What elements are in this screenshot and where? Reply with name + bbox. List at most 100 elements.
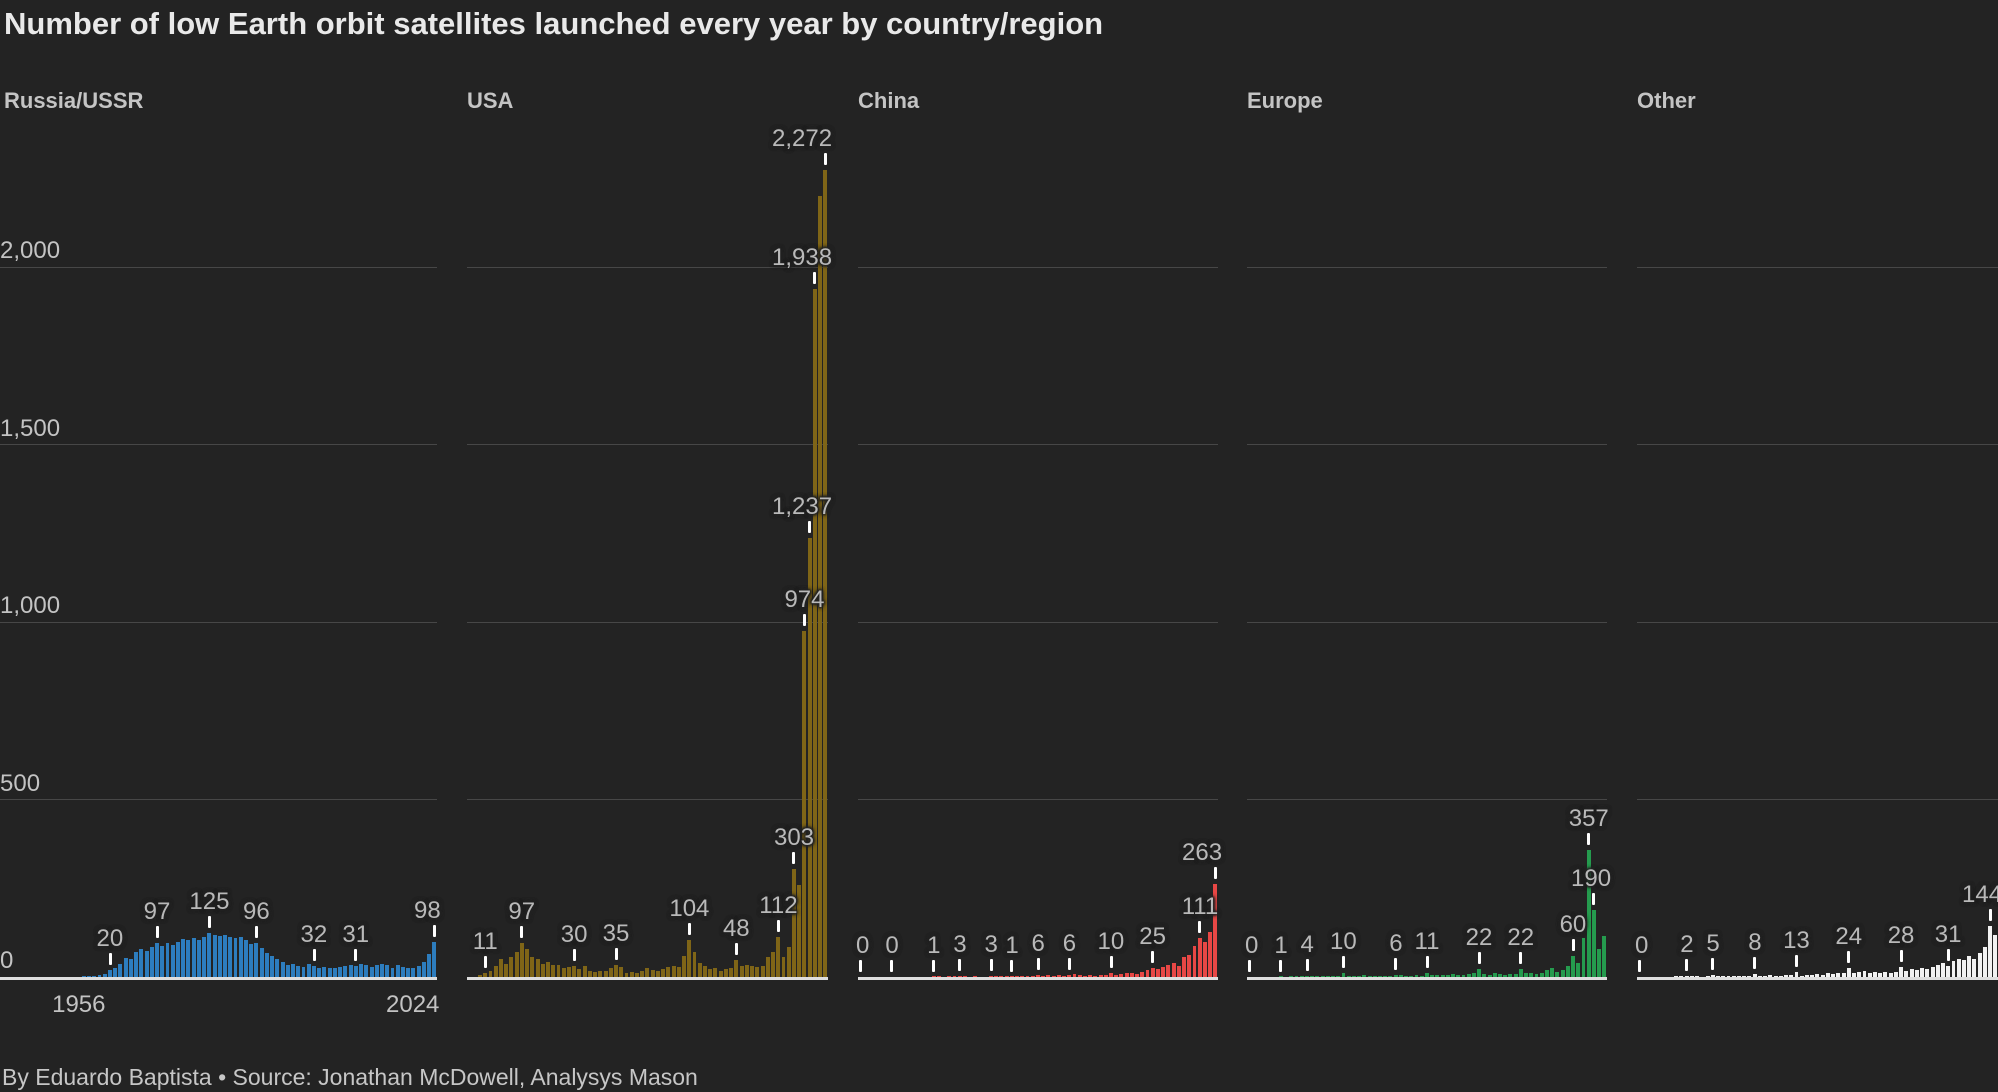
annotation-tick — [312, 948, 316, 961]
annotation-label: 1 — [1274, 931, 1288, 959]
annotation-label: 6 — [1389, 929, 1403, 957]
bar-china-1984 — [1004, 975, 1009, 977]
bar-europe-2023 — [1597, 948, 1602, 977]
gridline-2000 — [0, 266, 437, 268]
bar-other-1979 — [1757, 976, 1762, 977]
bar-russia-ussr-1972 — [160, 945, 165, 977]
annotation-tick — [1592, 892, 1596, 905]
bar-other-1964 — [1679, 976, 1684, 977]
bar-europe-2003 — [1492, 973, 1497, 977]
bar-other-2002 — [1878, 973, 1883, 977]
bar-usa-2002 — [708, 969, 713, 977]
bar-russia-ussr-1998 — [296, 965, 301, 977]
bar-other-1965 — [1684, 976, 1689, 977]
annotation-label: 11 — [1414, 928, 1440, 956]
bar-russia-ussr-1957 — [81, 976, 86, 977]
bar-other-2017 — [1956, 958, 1961, 977]
annotation-label: 96 — [243, 897, 270, 925]
annotation-tick — [1425, 956, 1429, 969]
bar-china-2004 — [1109, 973, 1113, 977]
bar-other-2013 — [1935, 964, 1940, 977]
bar-usa-2007 — [734, 959, 739, 977]
annotation-tick — [432, 925, 436, 938]
bar-europe-1986 — [1404, 975, 1409, 977]
bar-russia-ussr-1959 — [92, 976, 97, 977]
bar-usa-2015 — [776, 937, 781, 977]
bar-china-2010 — [1140, 971, 1145, 977]
annotation-label: 104 — [669, 895, 710, 923]
bar-china-2016 — [1171, 962, 1176, 977]
bar-europe-2016 — [1560, 969, 1565, 977]
bar-usa-1974 — [561, 967, 566, 977]
x-axis-label-2024: 2024 — [386, 991, 440, 1018]
bar-other-1970 — [1710, 975, 1715, 977]
bar-other-2008 — [1909, 969, 1914, 977]
bar-europe-1969 — [1315, 976, 1320, 977]
annotation-label: 125 — [189, 887, 230, 915]
x-axis-label-1956: 1956 — [52, 991, 106, 1018]
bar-other-2019 — [1967, 956, 1972, 977]
bar-europe-2022 — [1591, 909, 1596, 977]
gridline-2000 — [1247, 266, 1607, 268]
bar-russia-ussr-1997 — [291, 963, 296, 977]
annotation-tick — [1685, 959, 1689, 972]
annotation-label: 32 — [300, 920, 328, 948]
bar-europe-1972 — [1331, 976, 1335, 977]
bar-russia-ussr-1987 — [238, 937, 243, 977]
bar-usa-1959 — [483, 973, 488, 977]
gridline-500 — [467, 799, 828, 800]
bar-europe-1988 — [1414, 975, 1419, 977]
bar-china-1987 — [1020, 976, 1025, 977]
annotation-tick — [1109, 956, 1113, 969]
bar-europe-1991 — [1430, 974, 1435, 977]
bar-russia-ussr-1970 — [149, 947, 154, 977]
panel-title-russia-ussr: Russia/USSR — [4, 88, 144, 113]
gridline-1500 — [858, 444, 1218, 445]
bar-usa-1965 — [514, 952, 519, 977]
annotation-tick — [958, 958, 962, 971]
bar-russia-ussr-1984 — [223, 934, 227, 977]
annotation-tick — [1477, 952, 1481, 965]
annotation-tick — [989, 958, 993, 971]
annotation-label: 2,272 — [772, 125, 833, 153]
bar-other-2018 — [1961, 959, 1966, 977]
annotation-tick — [734, 942, 738, 955]
bar-china-2008 — [1129, 972, 1134, 977]
bar-usa-1973 — [556, 964, 561, 977]
bar-russia-ussr-1992 — [264, 952, 269, 977]
bar-russia-ussr-2002 — [317, 967, 322, 977]
bar-china-2003 — [1103, 974, 1108, 977]
bar-usa-1987 — [629, 972, 634, 977]
bar-china-1974 — [952, 976, 957, 977]
bar-other-2016 — [1951, 961, 1956, 977]
bar-other-1969 — [1705, 976, 1710, 977]
annotation-label: 98 — [414, 897, 441, 925]
bar-europe-1975 — [1346, 975, 1351, 977]
annotation-tick — [108, 952, 112, 965]
annotation-tick — [520, 925, 524, 938]
bar-europe-1990 — [1424, 973, 1429, 977]
annotation-label: 6 — [1031, 929, 1045, 957]
bar-other-1978 — [1752, 974, 1757, 977]
annotation-label: 22 — [1465, 924, 1493, 952]
gridline-500 — [1637, 799, 1998, 800]
annotation-label: 190 — [1571, 864, 1612, 892]
y-axis-label-1500: 1,500 — [0, 414, 61, 442]
bar-usa-1997 — [682, 955, 687, 977]
bar-usa-2005 — [723, 969, 728, 977]
annotation-label: 10 — [1330, 928, 1357, 956]
annotation-tick — [1198, 920, 1202, 933]
x-axis-baseline — [0, 977, 437, 980]
bar-china-1971 — [936, 976, 941, 977]
bar-china-2021 — [1197, 937, 1202, 977]
bar-europe-1976 — [1351, 976, 1356, 977]
bar-russia-ussr-1966 — [128, 959, 133, 977]
bar-other-2023 — [1988, 925, 1993, 977]
annotation-label: 0 — [856, 932, 870, 959]
bar-usa-1988 — [635, 972, 639, 977]
bar-china-2011 — [1145, 969, 1150, 977]
annotation-label: 97 — [508, 897, 536, 925]
panel-title-usa: USA — [467, 88, 514, 113]
annotation-label: 1,938 — [772, 244, 833, 271]
y-axis-label-500: 500 — [0, 769, 41, 797]
